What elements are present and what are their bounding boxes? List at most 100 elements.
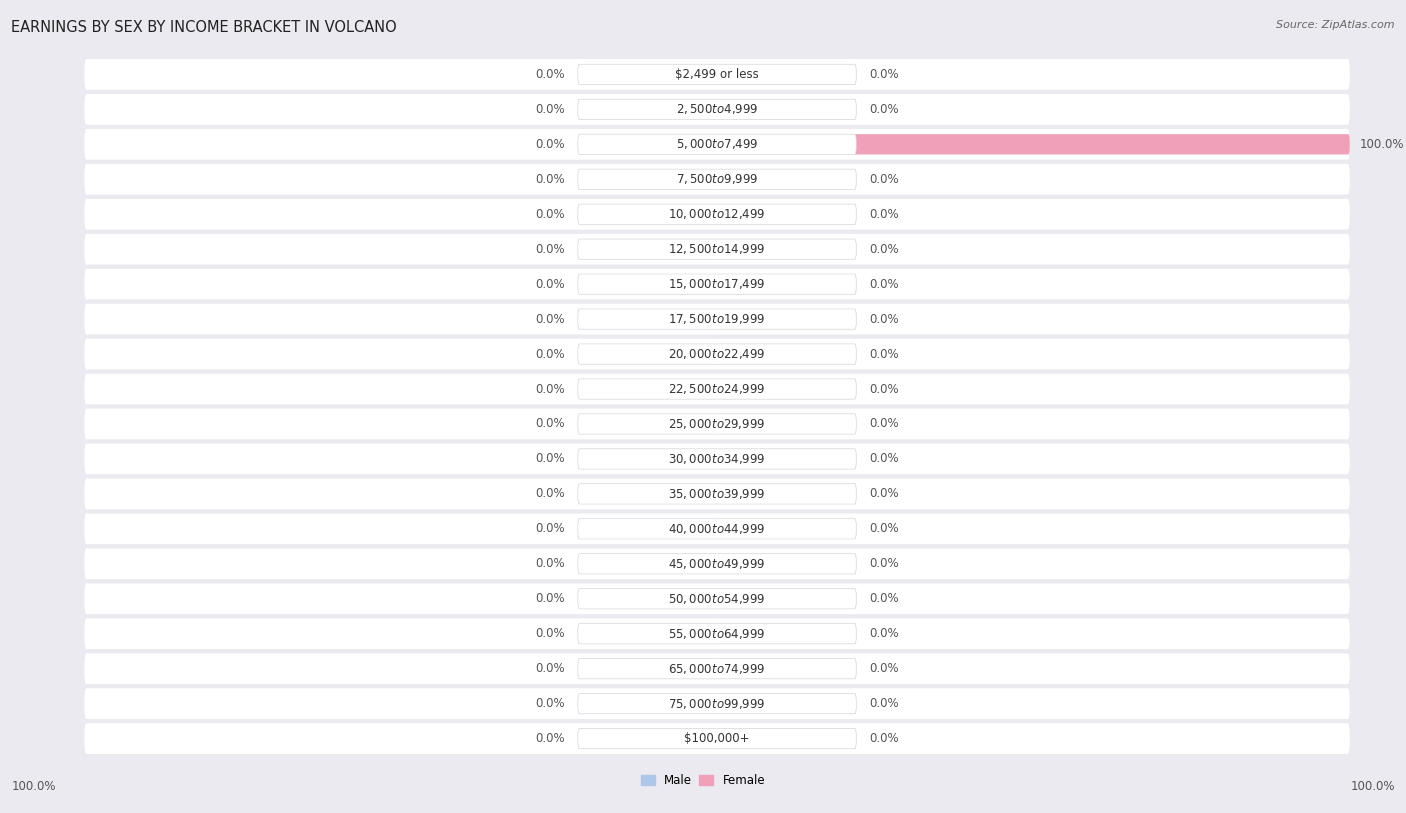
Text: $100,000+: $100,000+: [685, 733, 749, 745]
FancyBboxPatch shape: [578, 693, 856, 714]
FancyBboxPatch shape: [578, 379, 717, 399]
Text: 0.0%: 0.0%: [536, 208, 565, 220]
Text: 0.0%: 0.0%: [869, 593, 898, 605]
FancyBboxPatch shape: [84, 724, 1350, 754]
Text: $75,000 to $99,999: $75,000 to $99,999: [668, 697, 766, 711]
FancyBboxPatch shape: [84, 94, 1350, 124]
FancyBboxPatch shape: [578, 99, 717, 120]
FancyBboxPatch shape: [578, 309, 856, 329]
FancyBboxPatch shape: [578, 204, 856, 224]
Text: Source: ZipAtlas.com: Source: ZipAtlas.com: [1277, 20, 1395, 30]
FancyBboxPatch shape: [578, 624, 717, 644]
FancyBboxPatch shape: [84, 514, 1350, 544]
Text: 0.0%: 0.0%: [536, 68, 565, 80]
FancyBboxPatch shape: [84, 479, 1350, 509]
FancyBboxPatch shape: [578, 519, 717, 539]
FancyBboxPatch shape: [717, 519, 856, 539]
Text: 0.0%: 0.0%: [869, 243, 898, 255]
FancyBboxPatch shape: [84, 374, 1350, 404]
Text: $15,000 to $17,499: $15,000 to $17,499: [668, 277, 766, 291]
FancyBboxPatch shape: [578, 589, 856, 609]
FancyBboxPatch shape: [717, 624, 856, 644]
FancyBboxPatch shape: [578, 554, 856, 574]
FancyBboxPatch shape: [578, 659, 717, 679]
FancyBboxPatch shape: [717, 64, 856, 85]
Text: $40,000 to $44,999: $40,000 to $44,999: [668, 522, 766, 536]
FancyBboxPatch shape: [717, 414, 856, 434]
FancyBboxPatch shape: [578, 519, 856, 539]
Text: 0.0%: 0.0%: [536, 628, 565, 640]
Text: 0.0%: 0.0%: [869, 383, 898, 395]
FancyBboxPatch shape: [717, 344, 856, 364]
Text: 0.0%: 0.0%: [536, 348, 565, 360]
Text: 0.0%: 0.0%: [536, 593, 565, 605]
Text: 0.0%: 0.0%: [869, 68, 898, 80]
Text: $2,500 to $4,999: $2,500 to $4,999: [676, 102, 758, 116]
FancyBboxPatch shape: [717, 204, 856, 224]
Text: 0.0%: 0.0%: [536, 418, 565, 430]
FancyBboxPatch shape: [578, 659, 856, 679]
FancyBboxPatch shape: [717, 239, 856, 259]
FancyBboxPatch shape: [578, 554, 717, 574]
FancyBboxPatch shape: [717, 379, 856, 399]
FancyBboxPatch shape: [84, 584, 1350, 614]
FancyBboxPatch shape: [717, 554, 856, 574]
Text: $25,000 to $29,999: $25,000 to $29,999: [668, 417, 766, 431]
Text: 0.0%: 0.0%: [536, 313, 565, 325]
Text: 0.0%: 0.0%: [869, 628, 898, 640]
Text: $17,500 to $19,999: $17,500 to $19,999: [668, 312, 766, 326]
FancyBboxPatch shape: [578, 274, 856, 294]
FancyBboxPatch shape: [717, 274, 856, 294]
Text: 0.0%: 0.0%: [869, 488, 898, 500]
Text: $7,500 to $9,999: $7,500 to $9,999: [676, 172, 758, 186]
FancyBboxPatch shape: [578, 379, 856, 399]
FancyBboxPatch shape: [84, 409, 1350, 439]
FancyBboxPatch shape: [578, 204, 717, 224]
FancyBboxPatch shape: [717, 484, 856, 504]
Text: $65,000 to $74,999: $65,000 to $74,999: [668, 662, 766, 676]
Text: $30,000 to $34,999: $30,000 to $34,999: [668, 452, 766, 466]
Text: 0.0%: 0.0%: [536, 488, 565, 500]
Text: $22,500 to $24,999: $22,500 to $24,999: [668, 382, 766, 396]
FancyBboxPatch shape: [578, 64, 856, 85]
FancyBboxPatch shape: [578, 169, 717, 189]
Text: 0.0%: 0.0%: [869, 208, 898, 220]
FancyBboxPatch shape: [84, 689, 1350, 719]
FancyBboxPatch shape: [84, 129, 1350, 159]
FancyBboxPatch shape: [578, 344, 717, 364]
FancyBboxPatch shape: [84, 199, 1350, 229]
FancyBboxPatch shape: [84, 234, 1350, 264]
Text: 0.0%: 0.0%: [869, 523, 898, 535]
FancyBboxPatch shape: [578, 169, 856, 189]
Text: $12,500 to $14,999: $12,500 to $14,999: [668, 242, 766, 256]
Text: 0.0%: 0.0%: [536, 138, 565, 150]
Text: 0.0%: 0.0%: [869, 663, 898, 675]
FancyBboxPatch shape: [84, 619, 1350, 649]
FancyBboxPatch shape: [578, 344, 856, 364]
Text: 0.0%: 0.0%: [869, 313, 898, 325]
FancyBboxPatch shape: [578, 414, 717, 434]
Text: 0.0%: 0.0%: [869, 733, 898, 745]
Text: 0.0%: 0.0%: [536, 698, 565, 710]
Text: 0.0%: 0.0%: [536, 243, 565, 255]
FancyBboxPatch shape: [578, 484, 856, 504]
FancyBboxPatch shape: [717, 693, 856, 714]
FancyBboxPatch shape: [578, 624, 856, 644]
Text: $55,000 to $64,999: $55,000 to $64,999: [668, 627, 766, 641]
Text: 0.0%: 0.0%: [869, 103, 898, 115]
Text: 0.0%: 0.0%: [869, 558, 898, 570]
Text: $10,000 to $12,499: $10,000 to $12,499: [668, 207, 766, 221]
FancyBboxPatch shape: [578, 64, 717, 85]
Text: 0.0%: 0.0%: [536, 663, 565, 675]
Text: 0.0%: 0.0%: [536, 733, 565, 745]
FancyBboxPatch shape: [717, 169, 856, 189]
Text: 0.0%: 0.0%: [536, 453, 565, 465]
Text: $50,000 to $54,999: $50,000 to $54,999: [668, 592, 766, 606]
FancyBboxPatch shape: [717, 449, 856, 469]
FancyBboxPatch shape: [84, 164, 1350, 194]
FancyBboxPatch shape: [578, 728, 856, 749]
FancyBboxPatch shape: [578, 309, 717, 329]
Text: $20,000 to $22,499: $20,000 to $22,499: [668, 347, 766, 361]
Text: 0.0%: 0.0%: [869, 173, 898, 185]
Text: 100.0%: 100.0%: [11, 780, 56, 793]
